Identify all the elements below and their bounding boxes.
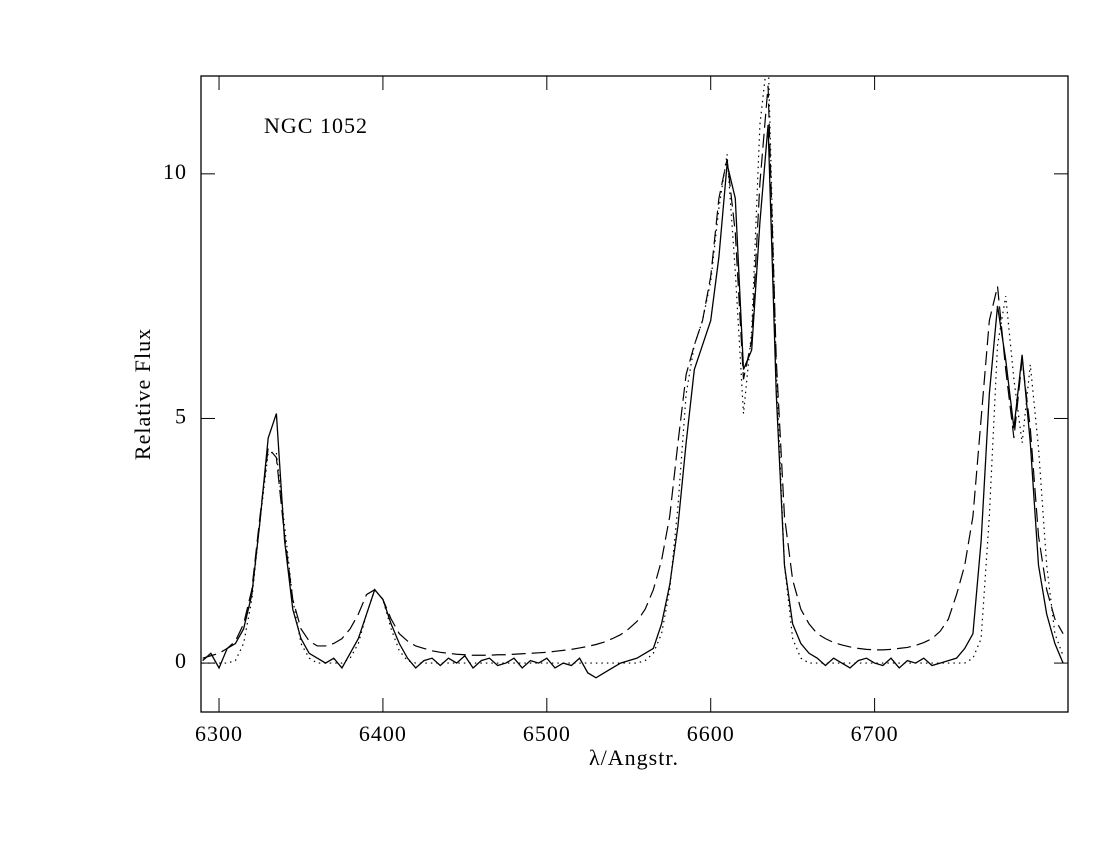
x-tick-label: 6400 <box>359 721 407 746</box>
x-tick-label: 6300 <box>195 721 243 746</box>
x-tick-label: 6600 <box>687 721 735 746</box>
x-tick-label: 6700 <box>851 721 899 746</box>
y-tick-label: 5 <box>175 404 187 429</box>
spectrum-line <box>202 124 1064 679</box>
y-tick-label: 10 <box>163 159 187 184</box>
spectrum-line <box>202 85 1064 659</box>
plot-area <box>202 76 1064 679</box>
x-tick-label: 6500 <box>523 721 571 746</box>
plot-frame <box>200 75 1069 713</box>
annotation: NGC 1052 <box>264 113 368 138</box>
y-tick-label: 0 <box>175 648 187 673</box>
x-axis-label: λ/Angstr. <box>589 745 679 770</box>
spectrum-line <box>202 76 1064 664</box>
y-axis-label: Relative Flux <box>130 328 155 460</box>
